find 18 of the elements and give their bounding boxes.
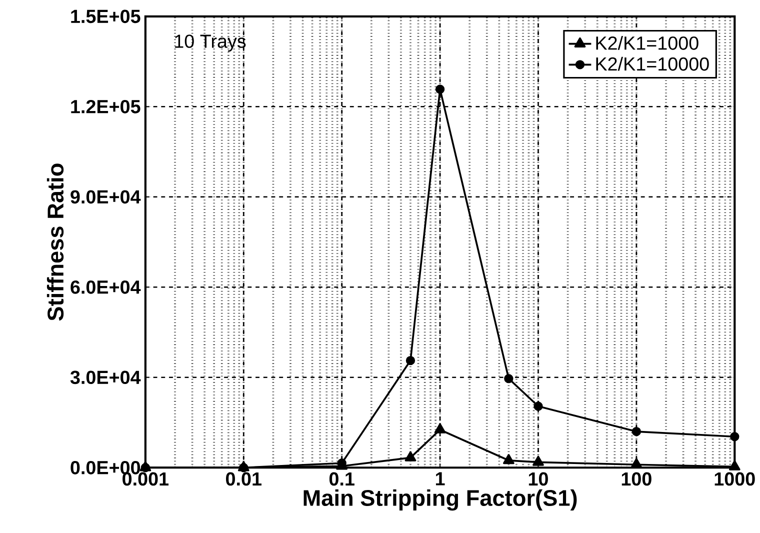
x-tick-label: 0.1 — [329, 472, 354, 486]
y-tick-label: 6.0E+04 — [70, 280, 141, 294]
legend-label: K2/K1=10000 — [596, 56, 709, 71]
x-tick-label: 1 — [436, 472, 445, 486]
y-tick-label: 1.2E+05 — [71, 100, 140, 114]
x-tick-label: 0.01 — [226, 472, 262, 486]
y-tick-label: 9.0E+04 — [70, 190, 141, 204]
y-axis-title: Stiffness Ratio — [46, 164, 64, 321]
x-tick-label: 0.001 — [122, 472, 169, 486]
y-tick-label: 0.0E+00 — [70, 461, 140, 474]
annotation: 10 Trays — [175, 34, 246, 52]
y-tick-label: 1.5E+05 — [71, 10, 140, 24]
x-tick-label: 100 — [622, 472, 652, 486]
x-tick-label: 1000 — [714, 472, 755, 486]
x-tick-label: 10 — [528, 472, 548, 486]
x-axis-title: Main Stripping Factor(S1) — [304, 489, 577, 511]
legend-label: K2/K1=1000 — [596, 36, 698, 50]
y-tick-label: 3.0E+04 — [70, 370, 141, 384]
